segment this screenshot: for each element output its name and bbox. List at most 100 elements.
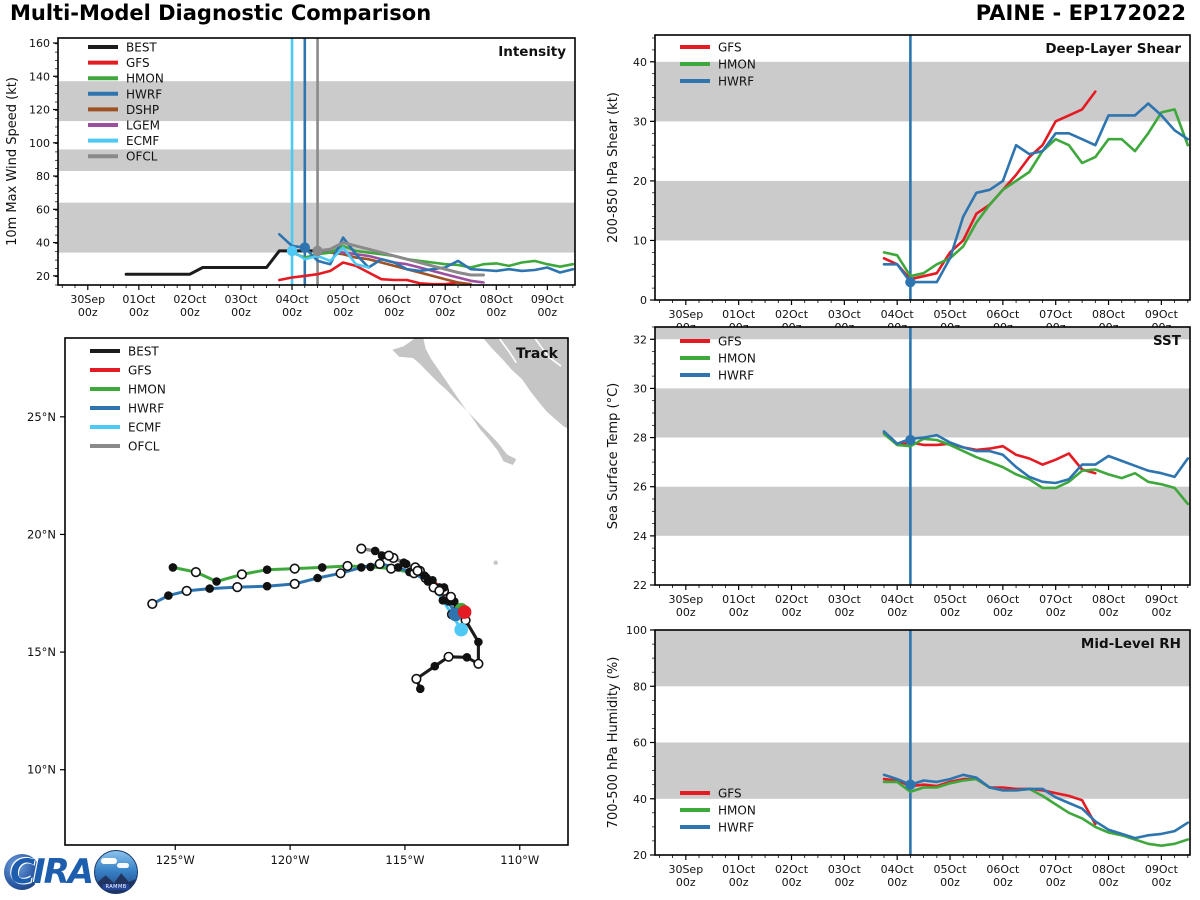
svg-text:HMON: HMON <box>128 383 166 397</box>
svg-text:Mid-Level RH: Mid-Level RH <box>1081 636 1181 652</box>
sst-panel: 30Sep00z01Oct00z02Oct00z03Oct00z04Oct00z… <box>606 326 1191 619</box>
svg-text:06Oct: 06Oct <box>986 863 1020 876</box>
svg-text:HWRF: HWRF <box>718 369 754 383</box>
svg-text:20°N: 20°N <box>27 527 56 541</box>
cira-rammb-logo: CIRA RAMMB <box>4 846 139 898</box>
svg-text:60: 60 <box>633 737 647 750</box>
svg-text:HMON: HMON <box>718 352 756 366</box>
svg-text:22: 22 <box>633 579 647 592</box>
svg-text:BEST: BEST <box>126 41 157 55</box>
svg-text:06Oct: 06Oct <box>378 293 412 306</box>
svg-text:07Oct: 07Oct <box>1039 593 1073 606</box>
svg-text:00z: 00z <box>729 876 749 889</box>
svg-text:140: 140 <box>29 70 50 83</box>
svg-text:28: 28 <box>633 432 647 445</box>
svg-text:00z: 00z <box>384 306 404 319</box>
svg-text:30Sep: 30Sep <box>668 308 703 321</box>
svg-text:40: 40 <box>633 56 647 69</box>
svg-text:DSHP: DSHP <box>126 103 159 117</box>
svg-text:00z: 00z <box>78 306 98 319</box>
svg-text:04Oct: 04Oct <box>276 293 310 306</box>
svg-text:00z: 00z <box>940 876 960 889</box>
deep-layer-shear-panel: 30Sep00z01Oct00z02Oct00z03Oct00z04Oct00z… <box>606 34 1191 333</box>
svg-text:07Oct: 07Oct <box>429 293 463 306</box>
svg-text:20: 20 <box>633 175 647 188</box>
svg-text:01Oct: 01Oct <box>722 593 756 606</box>
svg-text:125°W: 125°W <box>156 853 195 867</box>
svg-text:100: 100 <box>626 624 647 637</box>
svg-text:00z: 00z <box>1099 606 1119 619</box>
rammb-badge-label: RAMMB <box>102 884 130 890</box>
svg-text:00z: 00z <box>676 606 696 619</box>
svg-text:00z: 00z <box>435 306 455 319</box>
svg-text:03Oct: 03Oct <box>828 863 862 876</box>
svg-text:02Oct: 02Oct <box>173 293 207 306</box>
svg-text:07Oct: 07Oct <box>1039 308 1073 321</box>
svg-text:03Oct: 03Oct <box>828 593 862 606</box>
svg-text:SST: SST <box>1153 333 1182 349</box>
svg-text:80: 80 <box>36 170 50 183</box>
svg-text:GFS: GFS <box>718 41 742 55</box>
storm-title: PAINE - EP172022 <box>975 1 1186 25</box>
svg-text:LGEM: LGEM <box>126 119 160 133</box>
svg-text:04Oct: 04Oct <box>881 593 915 606</box>
svg-text:30: 30 <box>633 382 647 395</box>
svg-text:Intensity: Intensity <box>498 44 566 60</box>
svg-text:700-500 hPa Humidity (%): 700-500 hPa Humidity (%) <box>606 657 621 829</box>
svg-text:08Oct: 08Oct <box>480 293 514 306</box>
svg-text:08Oct: 08Oct <box>1092 863 1126 876</box>
track-map-panel: 125°W 120°W 115°W 110°W 25°N 20°N 15°N 10°N BEST… <box>27 337 569 867</box>
svg-text:0: 0 <box>640 294 647 307</box>
svg-text:05Oct: 05Oct <box>327 293 361 306</box>
cloud-icon <box>101 858 118 864</box>
svg-text:02Oct: 02Oct <box>775 308 809 321</box>
svg-text:09Oct: 09Oct <box>1145 593 1179 606</box>
svg-text:02Oct: 02Oct <box>775 593 809 606</box>
cira-logo-text: CIRA <box>10 852 94 892</box>
svg-text:00z: 00z <box>1151 876 1171 889</box>
svg-text:40: 40 <box>36 237 50 250</box>
svg-text:30: 30 <box>633 115 647 128</box>
svg-text:HWRF: HWRF <box>128 402 164 416</box>
svg-text:100: 100 <box>29 137 50 150</box>
svg-text:HWRF: HWRF <box>718 75 754 89</box>
svg-text:00z: 00z <box>537 306 557 319</box>
svg-text:120: 120 <box>29 104 50 117</box>
svg-text:10m Max Wind Speed (kt): 10m Max Wind Speed (kt) <box>5 77 20 246</box>
svg-text:00z: 00z <box>993 876 1013 889</box>
svg-text:00z: 00z <box>1151 606 1171 619</box>
svg-text:OFCL: OFCL <box>126 150 158 164</box>
svg-text:00z: 00z <box>486 306 506 319</box>
svg-text:00z: 00z <box>729 606 749 619</box>
svg-text:00z: 00z <box>180 306 200 319</box>
svg-text:30Sep: 30Sep <box>668 593 703 606</box>
svg-text:03Oct: 03Oct <box>224 293 258 306</box>
svg-text:Track: Track <box>516 346 559 362</box>
svg-text:00z: 00z <box>834 606 854 619</box>
svg-text:08Oct: 08Oct <box>1092 593 1126 606</box>
svg-text:10: 10 <box>633 234 647 247</box>
svg-text:HMON: HMON <box>718 804 756 818</box>
svg-text:HWRF: HWRF <box>718 821 754 835</box>
svg-text:04Oct: 04Oct <box>881 863 915 876</box>
mid-level-rh-panel: 30Sep00z01Oct00z02Oct00z03Oct00z04Oct00z… <box>606 624 1191 889</box>
svg-text:GFS: GFS <box>128 364 152 378</box>
svg-text:30Sep: 30Sep <box>70 293 105 306</box>
intensity-panel: 30Sep00z01Oct00z02Oct00z03Oct00z04Oct00z… <box>5 37 576 319</box>
svg-text:00z: 00z <box>1046 876 1066 889</box>
svg-text:ECMF: ECMF <box>128 421 161 435</box>
svg-text:00z: 00z <box>834 876 854 889</box>
svg-text:09Oct: 09Oct <box>531 293 565 306</box>
svg-text:05Oct: 05Oct <box>934 593 968 606</box>
svg-text:00z: 00z <box>887 876 907 889</box>
svg-text:09Oct: 09Oct <box>1145 308 1179 321</box>
svg-text:24: 24 <box>633 530 647 543</box>
svg-text:00z: 00z <box>282 306 302 319</box>
svg-text:GFS: GFS <box>718 335 742 349</box>
svg-text:10°N: 10°N <box>27 763 56 777</box>
svg-text:07Oct: 07Oct <box>1039 863 1073 876</box>
svg-text:80: 80 <box>633 680 647 693</box>
svg-text:40: 40 <box>633 793 647 806</box>
svg-text:120°W: 120°W <box>271 853 310 867</box>
